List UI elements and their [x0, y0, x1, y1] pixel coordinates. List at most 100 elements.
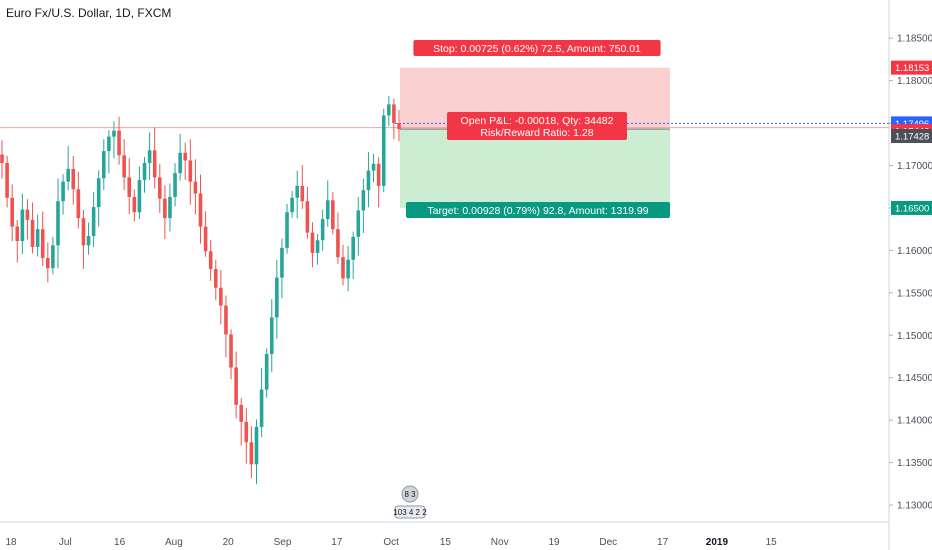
candle-body[interactable]: [81, 218, 86, 246]
candle-body[interactable]: [137, 179, 142, 213]
candle-body[interactable]: [15, 226, 20, 242]
pnl-label: Risk/Reward Ratio: 1.28: [480, 127, 593, 139]
target-price-badge: 1.16500: [895, 203, 929, 214]
y-tick-label: 1.18000: [897, 76, 932, 87]
candle-body[interactable]: [376, 163, 381, 186]
candle-body[interactable]: [295, 185, 300, 198]
candle-body[interactable]: [320, 218, 325, 241]
candle-body[interactable]: [198, 193, 203, 227]
candle-body[interactable]: [208, 251, 213, 270]
candle-body[interactable]: [86, 235, 91, 246]
candle-body[interactable]: [356, 210, 361, 237]
candle-body[interactable]: [188, 160, 193, 182]
target-zone[interactable]: [400, 129, 670, 208]
x-tick-label: 20: [223, 537, 235, 548]
candle-body[interactable]: [51, 245, 55, 269]
candle-body[interactable]: [96, 178, 101, 208]
candle-body[interactable]: [203, 226, 208, 252]
candle-body[interactable]: [163, 198, 167, 219]
candle-body[interactable]: [178, 152, 182, 174]
y-tick-label: 1.13000: [897, 501, 932, 512]
candle-body[interactable]: [25, 209, 30, 220]
candle-body[interactable]: [35, 229, 40, 247]
candle-body[interactable]: [101, 151, 106, 179]
candle-body[interactable]: [173, 173, 177, 197]
candle-body[interactable]: [229, 334, 233, 368]
candle-body[interactable]: [381, 115, 386, 186]
candle-body[interactable]: [366, 170, 371, 191]
candle-body[interactable]: [371, 163, 376, 171]
candle-body[interactable]: [183, 152, 188, 161]
candle-body[interactable]: [213, 269, 218, 288]
x-tick-label: 17: [657, 537, 669, 548]
y-tick-label: 1.18500: [897, 34, 932, 45]
candle-body[interactable]: [239, 404, 244, 422]
candle-body[interactable]: [254, 426, 259, 465]
x-tick-label: 17: [331, 537, 343, 548]
candle-body[interactable]: [336, 229, 340, 258]
candle-body[interactable]: [325, 200, 330, 219]
candle-body[interactable]: [234, 367, 238, 405]
candle-body[interactable]: [0, 154, 4, 163]
candle-body[interactable]: [305, 201, 310, 233]
candle-body[interactable]: [264, 353, 269, 390]
candle-body[interactable]: [71, 168, 76, 190]
candle-body[interactable]: [40, 229, 45, 259]
candle-body[interactable]: [193, 181, 198, 194]
candle-body[interactable]: [361, 190, 366, 211]
candle-body[interactable]: [168, 196, 172, 219]
candle-body[interactable]: [387, 104, 391, 116]
candle-body[interactable]: [280, 247, 284, 278]
candle-body[interactable]: [346, 259, 350, 279]
candle-body[interactable]: [157, 177, 162, 199]
candle-body[interactable]: [61, 181, 65, 202]
candle-body[interactable]: [107, 136, 111, 152]
candle-body[interactable]: [122, 155, 126, 178]
entry-price-badge-bg: [891, 128, 932, 143]
candle-body[interactable]: [219, 287, 223, 306]
pnl-label-bg: [447, 112, 627, 140]
events-badge-top[interactable]: [401, 485, 419, 503]
candle-body[interactable]: [285, 212, 289, 248]
candle-body[interactable]: [341, 257, 345, 279]
candle-body[interactable]: [269, 317, 274, 354]
candle-body[interactable]: [56, 201, 60, 246]
candle-body[interactable]: [315, 240, 320, 253]
candle-body[interactable]: [300, 185, 305, 202]
candle-body[interactable]: [310, 232, 315, 253]
candle-body[interactable]: [30, 219, 35, 247]
candle-body[interactable]: [152, 150, 157, 178]
candle-body[interactable]: [275, 277, 279, 318]
events-badge-bottom-label: 103 4 2 2: [393, 508, 427, 517]
candle-body[interactable]: [112, 130, 116, 137]
y-tick-label: 1.15000: [897, 331, 932, 342]
candle-body[interactable]: [392, 104, 396, 124]
events-badge-bottom[interactable]: [394, 505, 426, 519]
candle-body[interactable]: [142, 162, 147, 180]
candle-body[interactable]: [397, 123, 401, 130]
candle-body[interactable]: [10, 197, 14, 227]
candle-body[interactable]: [244, 421, 249, 443]
candle-body[interactable]: [5, 162, 9, 198]
candle-body[interactable]: [20, 209, 25, 242]
x-tick-label: Jul: [59, 537, 72, 548]
candle-body[interactable]: [249, 442, 254, 465]
candle-body[interactable]: [351, 236, 355, 260]
x-tick-label: Nov: [491, 537, 509, 548]
x-tick-label: 15: [440, 537, 452, 548]
candle-body[interactable]: [127, 177, 132, 197]
candle-body[interactable]: [224, 305, 228, 335]
candle-body[interactable]: [66, 168, 70, 182]
candle-body[interactable]: [331, 200, 335, 230]
candle-body[interactable]: [76, 189, 81, 219]
candle-body[interactable]: [117, 130, 121, 156]
candle-body[interactable]: [46, 258, 50, 269]
candle-body[interactable]: [132, 196, 137, 213]
candle-body[interactable]: [147, 150, 152, 163]
candle-body[interactable]: [259, 389, 264, 427]
x-tick-label: Dec: [599, 537, 617, 548]
candle-body[interactable]: [91, 207, 96, 236]
candle-body[interactable]: [290, 197, 294, 213]
x-tick-label: 15: [766, 537, 778, 548]
